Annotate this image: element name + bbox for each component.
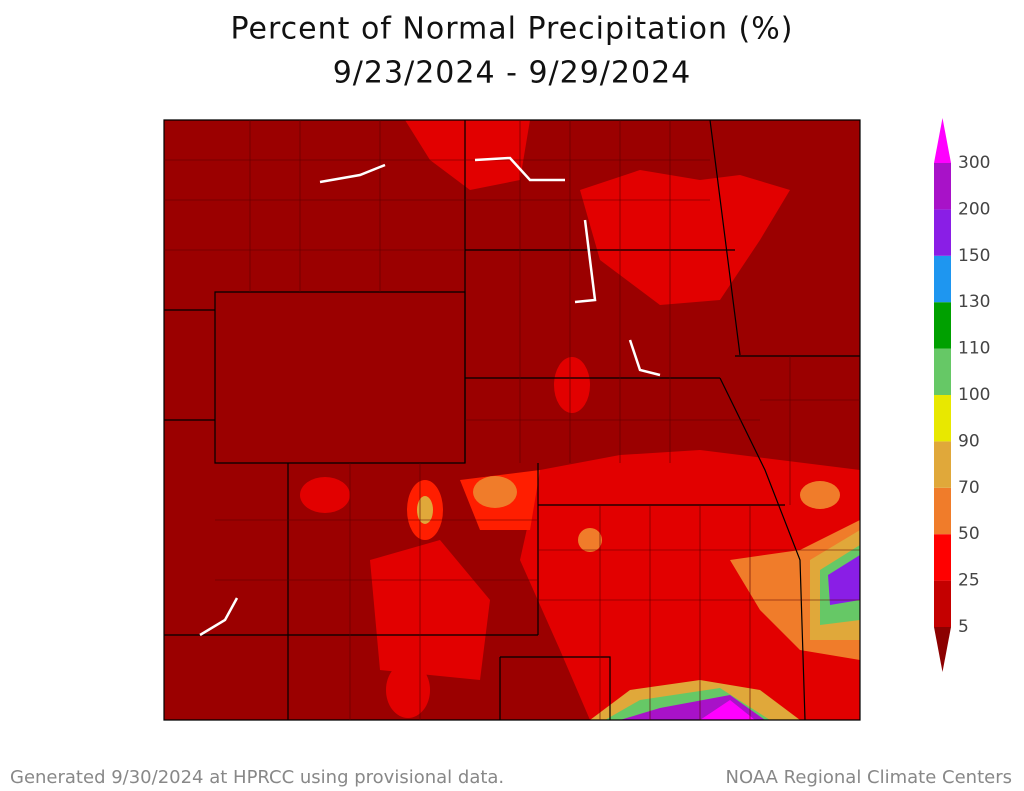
color-bar: 5 25 50 70 90 100 110 130 150 200 300 xyxy=(934,118,990,672)
footer-right: NOAA Regional Climate Centers xyxy=(726,767,1013,788)
legend-label: 5 xyxy=(958,617,969,637)
color-swatch xyxy=(934,534,951,581)
color-swatch xyxy=(934,348,951,395)
legend-label: 150 xyxy=(958,246,990,266)
color-swatch xyxy=(934,395,951,442)
color-swatch xyxy=(934,255,951,303)
legend-label: 300 xyxy=(958,153,990,173)
legend-label: 50 xyxy=(958,524,980,544)
legend-label: 25 xyxy=(958,571,980,591)
color-swatch xyxy=(934,209,951,256)
legend-label: 110 xyxy=(958,339,990,359)
color-swatch xyxy=(934,441,951,488)
legend-label: 130 xyxy=(958,292,990,312)
color-swatch xyxy=(934,487,951,535)
legend-label: 200 xyxy=(958,199,990,219)
legend-label: 100 xyxy=(958,385,990,405)
date-range: 9/23/2024 - 9/29/2024 xyxy=(333,56,692,91)
color-swatch xyxy=(934,627,951,672)
color-swatch xyxy=(934,118,951,163)
title: Percent of Normal Precipitation (%) xyxy=(231,12,794,47)
footer-left: Generated 9/30/2024 at HPRCC using provi… xyxy=(10,767,504,788)
color-swatch xyxy=(934,302,951,349)
color-swatch xyxy=(934,163,951,210)
legend-label: 70 xyxy=(958,478,980,498)
map xyxy=(163,119,861,721)
color-swatch xyxy=(934,580,951,627)
legend-label: 90 xyxy=(958,431,980,451)
